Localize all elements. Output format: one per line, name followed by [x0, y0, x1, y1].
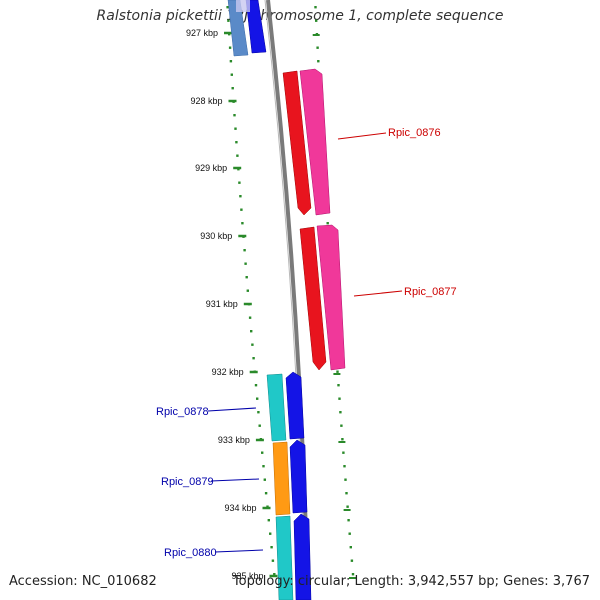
leader-line-rpic-0876 [337, 132, 387, 140]
gene-feature-rpic-0880-blue[interactable] [293, 513, 312, 600]
ruler-tick-label: 933 kbp [218, 435, 250, 445]
accession-label: Accession: NC_010682 [9, 574, 157, 589]
leader-line-rpic-0878 [207, 407, 257, 412]
leader-line-rpic-0880 [214, 549, 264, 553]
gene-feature-rpic-0880-cyan[interactable] [275, 515, 294, 600]
gene-feature-steel-top[interactable] [227, 0, 249, 57]
gene-label-rpic-0876[interactable]: Rpic_0876 [388, 127, 441, 139]
ruler-tick-label: 931 kbp [206, 299, 238, 309]
ruler-tick-label: 930 kbp [200, 231, 232, 241]
gene-feature-rpic-0879-blue[interactable] [289, 439, 308, 514]
gene-feature-rpic-0878-blue[interactable] [285, 371, 305, 440]
gene-label-rpic-0877[interactable]: Rpic_0877 [404, 286, 457, 298]
leader-line-rpic-0877 [353, 290, 403, 297]
gene-label-rpic-0879[interactable]: Rpic_0879 [161, 476, 214, 488]
gene-feature-rpic-0877-red[interactable] [299, 226, 327, 371]
gene-feature-rpic-0877-magenta[interactable] [316, 224, 346, 371]
gene-feature-blue-top[interactable] [245, 0, 267, 54]
ruler-tick-label: 927 kbp [186, 28, 218, 38]
gene-label-rpic-0880[interactable]: Rpic_0880 [164, 547, 217, 559]
ruler-tick-label: 935 kbp [231, 571, 263, 581]
ruler-tick-label: 929 kbp [195, 163, 227, 173]
chromosome-backbone [266, 0, 310, 600]
gene-feature-rpic-0879-orange[interactable] [272, 441, 291, 516]
topology-label: Topology: circular; Length: 3,942,557 bp… [232, 574, 590, 589]
ruler-tick-label: 932 kbp [212, 367, 244, 377]
leader-line-rpic-0879 [210, 478, 260, 482]
gene-feature-rpic-0876-magenta[interactable] [299, 68, 331, 216]
map-title: Ralstonia pickettii 12J chromosome 1, co… [96, 8, 504, 24]
gene-feature-rpic-0876-red[interactable] [282, 70, 312, 216]
ruler-tick-label: 928 kbp [190, 96, 222, 106]
gene-label-rpic-0878[interactable]: Rpic_0878 [156, 406, 209, 418]
ruler-tick-label: 934 kbp [224, 503, 256, 513]
gene-feature-rpic-0878-cyan[interactable] [266, 373, 287, 442]
